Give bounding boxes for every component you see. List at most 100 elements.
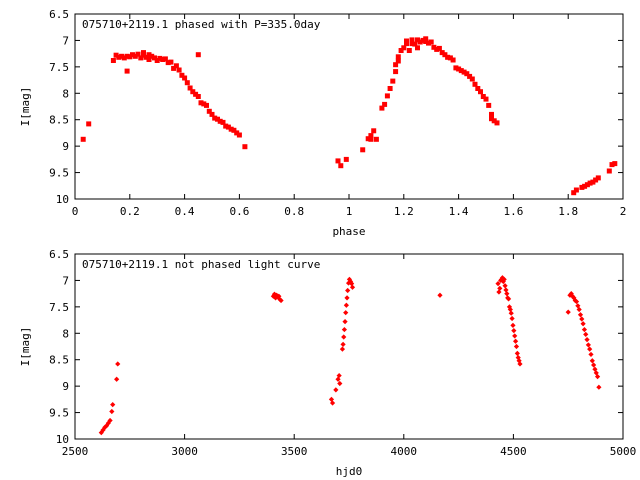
unphased-data-point <box>329 400 336 406</box>
phased-data-point <box>426 40 431 46</box>
phased-data-point <box>198 100 204 106</box>
phased-y-tick-label: 8.5 <box>49 114 69 127</box>
unphased-data-point <box>507 306 513 313</box>
phased-x-tick-label: 0 <box>72 205 79 218</box>
phased-data-point <box>445 54 451 60</box>
phased-data-point <box>393 62 399 68</box>
unphased-data-point <box>509 315 515 322</box>
phased-x-tick-label: 1 <box>346 205 353 218</box>
phased-data-point <box>176 67 182 73</box>
phased-data-point <box>494 120 500 126</box>
unphased-axis-ticks: 2500 3000 3500 4000 4500 5000 6.5 7 7.5 8 8.5 9 9.5 1… <box>49 248 636 458</box>
unphased-data-point <box>102 424 108 430</box>
phased-data-point <box>160 57 166 62</box>
unphased-data-point <box>343 302 349 308</box>
phased-y-axis-label: I[mag] <box>19 87 32 127</box>
phased-y-tick-label: 7 <box>62 34 69 47</box>
phased-data-point <box>373 136 379 142</box>
phased-data-point <box>236 132 242 138</box>
phased-data-point <box>393 69 399 75</box>
unphased-data-point <box>591 362 597 368</box>
unphased-y-axis-label: I[mag] <box>19 327 32 367</box>
phased-data-point <box>193 91 199 97</box>
phased-data-point <box>456 66 462 72</box>
phased-data-point <box>458 68 464 74</box>
phased-data-point <box>368 133 374 139</box>
phased-data-point <box>404 38 409 44</box>
phased-data-point <box>453 65 459 71</box>
phased-x-tick-label: 2 <box>620 205 627 218</box>
phased-data-point <box>127 54 133 60</box>
unphased-data-point <box>349 284 356 290</box>
phased-x-axis-label: phase <box>332 225 365 238</box>
phased-data-point <box>404 41 409 47</box>
phased-data-points <box>80 36 618 196</box>
unphased-data-point <box>504 291 510 297</box>
phased-data-point <box>464 71 470 77</box>
phased-data-point <box>379 105 385 111</box>
phased-data-point <box>217 118 223 124</box>
phased-data-point <box>584 182 590 188</box>
phased-data-point <box>119 53 125 59</box>
unphased-y-tick-label: 6.5 <box>49 248 69 261</box>
unphased-data-point <box>577 312 584 318</box>
phased-chart-title: 075710+2119.1 phased with P=335.0day <box>82 18 321 31</box>
phased-data-point <box>412 41 418 47</box>
phased-y-tick-label: 7.5 <box>49 61 69 74</box>
phased-data-point <box>415 45 420 51</box>
phased-data-point <box>450 57 456 63</box>
unphased-data-point <box>580 321 586 327</box>
unphased-x-tick-label: 4500 <box>500 445 527 458</box>
phased-data-point <box>220 119 226 125</box>
phased-data-point <box>141 50 146 56</box>
unphased-data-point <box>503 287 509 293</box>
unphased-data-point <box>513 343 520 350</box>
phased-data-point <box>234 130 240 136</box>
phased-data-point <box>165 60 171 66</box>
phased-data-point <box>212 115 218 121</box>
unphased-x-tick-label: 4000 <box>391 445 418 458</box>
unphased-data-point <box>340 341 346 347</box>
unphased-data-point <box>568 291 574 297</box>
phased-x-tick-label: 1.8 <box>558 205 578 218</box>
phased-data-point <box>420 37 426 43</box>
phased-data-point <box>231 127 237 133</box>
phased-data-point <box>612 161 618 167</box>
phased-data-point <box>371 128 377 134</box>
phased-data-point <box>190 89 196 95</box>
unphased-chart-title: 075710+2119.1 not phased light curve <box>82 258 320 271</box>
unphased-data-point <box>333 387 339 393</box>
phased-data-point <box>149 53 155 59</box>
phased-data-point <box>121 55 127 61</box>
phased-data-point <box>384 93 390 99</box>
phased-y-tick-label: 8 <box>62 87 69 100</box>
phased-x-tick-label: 0.8 <box>284 205 304 218</box>
phased-data-point <box>436 45 442 51</box>
unphased-x-tick-label: 3000 <box>171 445 198 458</box>
phased-data-point <box>154 58 160 63</box>
unphased-data-point <box>505 296 512 302</box>
unphased-data-point <box>579 316 585 322</box>
unphased-y-tick-label: 7 <box>62 274 69 287</box>
phased-data-point <box>489 111 494 117</box>
phased-data-point <box>343 156 349 162</box>
unphased-data-point <box>278 297 284 304</box>
phased-data-point <box>124 68 130 74</box>
phased-data-point <box>478 89 483 95</box>
unphased-data-point <box>343 310 349 316</box>
phased-data-point <box>195 52 201 58</box>
phased-data-point <box>143 54 149 60</box>
unphased-data-point <box>107 417 113 424</box>
unphased-data-point <box>339 346 346 352</box>
phased-data-point <box>395 58 401 64</box>
unphased-data-point <box>501 276 507 282</box>
phased-data-point <box>335 158 341 164</box>
phased-data-point <box>406 48 412 53</box>
unphased-light-curve-panel: 075710+2119.1 not phased light curve hjd… <box>19 248 636 478</box>
phased-data-point <box>573 187 579 193</box>
unphased-y-tick-label: 9.5 <box>49 407 69 420</box>
unphased-data-point <box>584 337 590 343</box>
phased-x-tick-label: 1.6 <box>503 205 523 218</box>
phased-data-point <box>113 52 119 58</box>
unphased-data-point <box>337 380 343 387</box>
